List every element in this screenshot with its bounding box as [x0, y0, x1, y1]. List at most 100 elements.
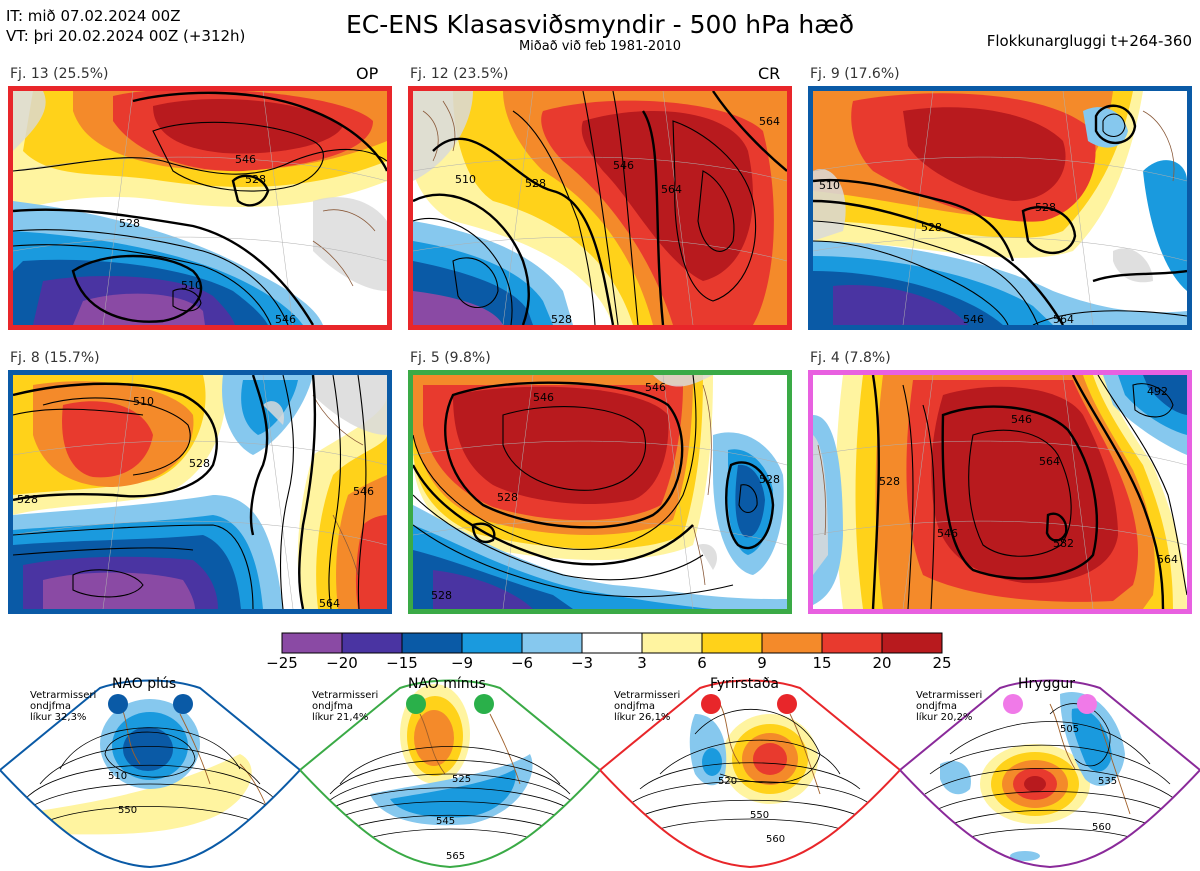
- colorbar-tick-label: 15: [812, 654, 832, 672]
- contour-label: 528: [497, 491, 518, 504]
- colorbar-tick-label: 25: [932, 654, 952, 672]
- cluster-map-6: 546 564 582 528 492 546 564: [808, 370, 1192, 614]
- contour-label: 525: [452, 774, 471, 785]
- contour-label: 528: [17, 493, 38, 506]
- colorbar-tick-label: 9: [757, 654, 767, 672]
- regime-blocking: 520 550 560 Vetrarmisseri ondjfma líkur …: [600, 674, 900, 871]
- contour-label: 528: [245, 173, 266, 186]
- contour-label: 528: [1035, 201, 1056, 214]
- colorbar-cell: [761, 632, 823, 654]
- contour-label: 510: [108, 771, 127, 782]
- colorbar-tick-label: −6: [510, 654, 534, 672]
- contour-label: 560: [1092, 822, 1111, 833]
- regime-note: Vetrarmisseri ondjfma líkur 20,2%: [916, 690, 983, 723]
- colorbar-cell: [401, 632, 463, 654]
- colorbar-cell: [641, 632, 703, 654]
- colorbar-cell: [341, 632, 403, 654]
- colorbar-tick-label: 6: [697, 654, 707, 672]
- page-title: EC-ENS Klasasviðsmyndir - 500 hPa hæð: [345, 10, 855, 39]
- contour-label: 564: [1053, 313, 1074, 325]
- contour-label: 528: [119, 217, 140, 230]
- colorbar-cell: [521, 632, 583, 654]
- contour-label: 510: [819, 179, 840, 192]
- contour-label: 582: [1053, 537, 1074, 550]
- panel-tag-cr: CR: [758, 64, 781, 83]
- page-subtitle: Miðað við feb 1981-2010: [518, 39, 682, 54]
- colorbar-cell: [821, 632, 883, 654]
- panel-label-3: Fj. 9 (17.6%): [810, 66, 900, 82]
- anomaly-colorbar: [281, 632, 943, 654]
- valid-time: VT: þri 20.02.2024 00Z (+312h): [6, 27, 246, 45]
- contour-label: 528: [879, 475, 900, 488]
- colorbar-tick-label: −9: [450, 654, 474, 672]
- panel-label-2: Fj. 12 (23.5%): [410, 66, 509, 82]
- contour-label: 546: [533, 391, 554, 404]
- regime-title: NAO plús: [112, 676, 177, 692]
- panel-label-4: Fj. 8 (15.7%): [10, 350, 100, 366]
- regime-title: NAO mínus: [408, 676, 486, 692]
- contour-label: 528: [921, 221, 942, 234]
- regime-title: Hryggur: [1018, 676, 1075, 692]
- colorbar-cell: [461, 632, 523, 654]
- contour-label: 564: [661, 183, 682, 196]
- colorbar-cell: [701, 632, 763, 654]
- regime-title: Fyrirstaða: [710, 676, 779, 692]
- contour-label: 560: [766, 834, 785, 845]
- contour-label: 528: [431, 589, 452, 602]
- regime-ridge: 505 535 560 Vetrarmisseri ondjfma líkur …: [900, 674, 1200, 871]
- contour-label: 505: [1060, 724, 1079, 735]
- regime-nao-minus: 525 545 565 Vetrarmisseri ondjfma líkur …: [300, 674, 600, 871]
- panel-label-5: Fj. 5 (9.8%): [410, 350, 491, 366]
- cluster-map-5: 546 528 546 528 528: [408, 370, 792, 614]
- regime-nao-plus: 510 550 Vetrarmisseri ondjfma líkur 32,3…: [0, 674, 300, 871]
- contour-label: 492: [1147, 385, 1168, 398]
- contour-label: 546: [613, 159, 634, 172]
- init-time: IT: mið 07.02.2024 00Z: [6, 7, 181, 25]
- panel-label-1: Fj. 13 (25.5%): [10, 66, 109, 82]
- contour-label: 546: [353, 485, 374, 498]
- contour-label: 520: [718, 776, 737, 787]
- cluster-map-4: 510 528 528 546 564: [8, 370, 392, 614]
- regime-note: Vetrarmisseri ondjfma líkur 26,1%: [614, 690, 681, 723]
- contour-label: 564: [319, 597, 340, 609]
- cluster-map-2: 546 528 564 510 528 564: [408, 86, 792, 330]
- contour-label: 546: [963, 313, 984, 325]
- contour-label: 528: [525, 177, 546, 190]
- contour-label: 510: [455, 173, 476, 186]
- contour-label: 546: [235, 153, 256, 166]
- colorbar-tick-label: 20: [872, 654, 892, 672]
- classification-window: Flokkunargluggi t+264-360: [986, 32, 1192, 50]
- contour-label: 550: [750, 810, 769, 821]
- contour-label: 510: [181, 279, 202, 292]
- contour-label: 564: [1039, 455, 1060, 468]
- contour-label: 528: [759, 473, 780, 486]
- contour-label: 546: [275, 313, 296, 325]
- colorbar-tick-label: −25: [266, 654, 298, 672]
- header-left: IT: mið 07.02.2024 00Z VT: þri 20.02.202…: [6, 6, 245, 46]
- colorbar-cell: [281, 632, 343, 654]
- contour-label: 528: [189, 457, 210, 470]
- colorbar-tick-label: −3: [570, 654, 594, 672]
- contour-label: 535: [1098, 776, 1117, 787]
- colorbar-cell: [881, 632, 943, 654]
- regime-note: Vetrarmisseri ondjfma líkur 21,4%: [312, 690, 379, 723]
- contour-label: 546: [645, 381, 666, 394]
- contour-label: 550: [118, 805, 137, 816]
- contour-label: 565: [446, 851, 465, 862]
- contour-label: 528: [551, 313, 572, 325]
- cluster-map-1: 546 528 510 528 546: [8, 86, 392, 330]
- contour-label: 564: [759, 115, 780, 128]
- contour-label: 546: [1011, 413, 1032, 426]
- colorbar-tick-label: −20: [326, 654, 358, 672]
- colorbar-tick-label: −15: [386, 654, 418, 672]
- regime-note: Vetrarmisseri ondjfma líkur 32,3%: [30, 690, 97, 723]
- contour-label: 510: [133, 395, 154, 408]
- contour-label: 546: [937, 527, 958, 540]
- panel-label-6: Fj. 4 (7.8%): [810, 350, 891, 366]
- cluster-map-3: 510 528 546 564 528: [808, 86, 1192, 330]
- colorbar-cell: [581, 632, 643, 654]
- colorbar-tick-label: 3: [637, 654, 647, 672]
- contour-label: 545: [436, 816, 455, 827]
- panel-tag-op: OP: [356, 64, 379, 83]
- contour-label: 564: [1157, 553, 1178, 566]
